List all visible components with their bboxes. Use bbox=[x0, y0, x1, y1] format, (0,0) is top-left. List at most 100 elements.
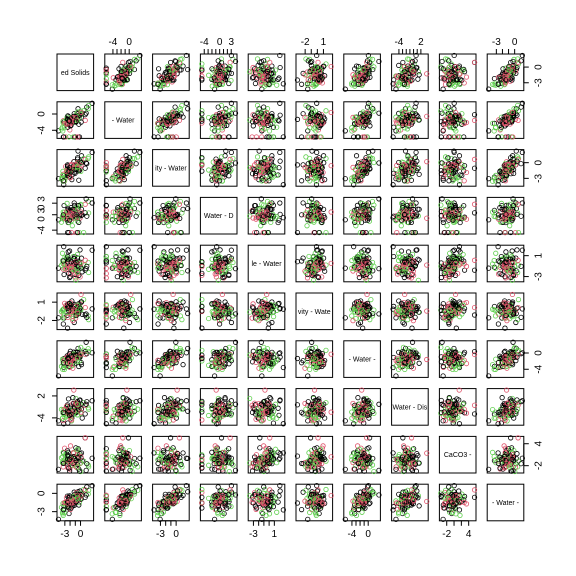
data-point bbox=[211, 73, 217, 79]
data-point bbox=[109, 257, 115, 264]
data-point bbox=[253, 67, 260, 73]
data-point bbox=[314, 64, 320, 70]
data-point bbox=[396, 298, 402, 304]
data-point bbox=[493, 82, 499, 88]
data-point bbox=[342, 86, 348, 92]
data-point bbox=[460, 251, 466, 258]
data-point bbox=[129, 296, 136, 303]
data-point bbox=[515, 296, 522, 303]
data-point bbox=[371, 159, 377, 166]
data-point bbox=[461, 178, 467, 184]
data-point bbox=[519, 52, 525, 59]
data-point bbox=[269, 63, 275, 69]
data-point bbox=[355, 81, 362, 87]
panel-frame bbox=[438, 53, 477, 92]
data-point bbox=[219, 80, 225, 86]
data-point bbox=[356, 78, 362, 84]
data-point bbox=[122, 69, 129, 75]
data-point bbox=[363, 68, 369, 75]
data-point bbox=[199, 76, 205, 82]
data-point bbox=[170, 63, 176, 70]
variable-label: le - Water bbox=[251, 261, 282, 268]
data-point bbox=[255, 67, 261, 73]
data-point bbox=[222, 71, 228, 77]
data-point bbox=[155, 321, 161, 327]
data-point bbox=[211, 75, 217, 81]
data-point bbox=[168, 59, 174, 66]
data-point bbox=[486, 86, 492, 92]
data-point bbox=[119, 68, 125, 75]
data-point bbox=[76, 177, 82, 183]
data-point bbox=[294, 77, 301, 83]
data-point bbox=[61, 202, 67, 209]
data-point bbox=[442, 67, 448, 73]
data-point bbox=[365, 75, 371, 81]
data-point bbox=[267, 59, 273, 65]
data-point bbox=[261, 58, 267, 64]
data-point bbox=[349, 80, 355, 86]
data-point bbox=[124, 77, 130, 83]
data-point bbox=[59, 250, 66, 256]
data-point bbox=[447, 82, 453, 88]
data-point bbox=[128, 67, 134, 73]
data-point bbox=[199, 65, 205, 71]
data-point bbox=[303, 154, 309, 160]
data-point bbox=[185, 106, 191, 112]
data-point bbox=[199, 67, 205, 73]
data-point bbox=[128, 63, 134, 70]
data-point bbox=[328, 63, 334, 70]
data-point bbox=[451, 52, 457, 59]
data-point bbox=[305, 202, 311, 209]
data-point bbox=[515, 59, 521, 65]
data-point bbox=[311, 73, 317, 79]
data-point bbox=[515, 117, 521, 124]
data-point bbox=[391, 303, 397, 309]
data-point bbox=[63, 134, 69, 140]
data-point bbox=[460, 67, 466, 73]
data-point bbox=[320, 74, 326, 80]
data-point bbox=[446, 81, 452, 87]
data-point bbox=[228, 319, 235, 326]
data-point bbox=[82, 257, 88, 263]
data-point bbox=[67, 248, 73, 254]
data-point bbox=[368, 296, 374, 303]
data-point bbox=[164, 78, 170, 84]
data-point bbox=[424, 71, 430, 77]
data-point bbox=[359, 82, 365, 88]
data-point bbox=[258, 58, 264, 65]
data-point bbox=[179, 56, 185, 62]
data-point bbox=[119, 75, 125, 81]
data-point bbox=[266, 82, 273, 88]
data-point bbox=[391, 77, 397, 83]
data-point bbox=[264, 63, 270, 70]
data-point bbox=[414, 64, 420, 71]
data-point bbox=[314, 77, 320, 83]
data-point bbox=[125, 247, 131, 253]
data-point bbox=[103, 65, 109, 71]
data-point bbox=[456, 153, 463, 159]
data-point bbox=[402, 63, 408, 70]
data-point bbox=[394, 73, 400, 79]
data-point bbox=[228, 247, 234, 253]
data-point bbox=[518, 213, 524, 219]
data-point bbox=[441, 76, 447, 82]
data-point bbox=[265, 73, 271, 80]
data-point bbox=[318, 73, 324, 80]
data-point bbox=[398, 75, 405, 81]
data-point bbox=[456, 64, 462, 71]
data-point bbox=[83, 110, 89, 116]
data-point bbox=[257, 78, 264, 84]
data-point bbox=[180, 299, 186, 305]
data-point bbox=[155, 81, 161, 87]
data-point bbox=[446, 58, 452, 64]
data-point bbox=[60, 321, 66, 327]
data-point bbox=[413, 149, 419, 156]
data-point bbox=[446, 64, 453, 70]
data-point bbox=[113, 82, 119, 88]
data-point bbox=[115, 73, 121, 80]
panel-frame bbox=[56, 53, 95, 92]
data-point bbox=[64, 200, 70, 206]
data-point bbox=[314, 64, 321, 71]
data-point bbox=[222, 77, 229, 83]
